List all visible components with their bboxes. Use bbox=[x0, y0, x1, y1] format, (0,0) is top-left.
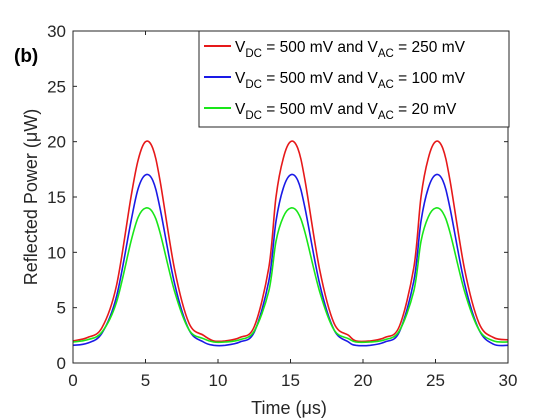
plot-lines bbox=[72, 140, 509, 347]
legend-entry: VDC = 500 mV and VAC = 100 mV bbox=[204, 70, 466, 91]
x-axis-label: Time (μs) bbox=[251, 398, 327, 418]
x-tick-label: 15 bbox=[281, 371, 300, 390]
y-tick-label: 15 bbox=[47, 188, 66, 207]
y-tick-label: 5 bbox=[57, 299, 66, 318]
series-line-2 bbox=[72, 173, 509, 347]
legend-entry: VDC = 500 mV and VAC = 250 mV bbox=[204, 39, 466, 60]
y-tick-label: 25 bbox=[47, 77, 66, 96]
legend-text-series-3: VDC = 500 mV and VAC = 20 mV bbox=[235, 101, 457, 122]
legend-text-series-1: VDC = 500 mV and VAC = 250 mV bbox=[235, 39, 466, 60]
x-tick-label: 10 bbox=[209, 371, 228, 390]
x-tick-label: 5 bbox=[141, 371, 150, 390]
x-tick-label: 30 bbox=[499, 371, 518, 390]
legend-box bbox=[198, 30, 510, 128]
y-tick-label: 30 bbox=[47, 22, 66, 41]
legend-entry: VDC = 500 mV and VAC = 20 mV bbox=[204, 101, 457, 122]
x-tick-label: 20 bbox=[354, 371, 373, 390]
x-tick-label: 25 bbox=[426, 371, 445, 390]
y-tick-label: 0 bbox=[57, 354, 66, 373]
legend: VDC = 500 mV and VAC = 250 mV VDC = 500 … bbox=[198, 30, 510, 128]
series-line-3 bbox=[72, 207, 509, 344]
y-tick-label: 10 bbox=[47, 243, 66, 262]
y-axis-label: Reflected Power (μW) bbox=[21, 109, 41, 285]
y-tick-label: 20 bbox=[47, 133, 66, 152]
legend-text-series-2: VDC = 500 mV and VAC = 100 mV bbox=[235, 70, 466, 91]
series-line-1 bbox=[72, 140, 509, 343]
x-tick-label: 0 bbox=[68, 371, 77, 390]
axis-ticks: 0 5 10 15 20 25 30 0 5 10 15 20 25 30 bbox=[47, 22, 517, 390]
panel-label: (b) bbox=[14, 46, 38, 67]
